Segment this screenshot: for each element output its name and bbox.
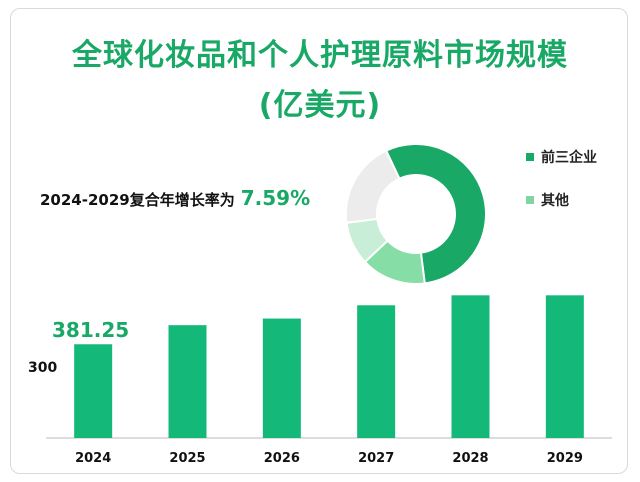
cagr-value: 7.59% bbox=[240, 186, 311, 210]
bar-2026 bbox=[262, 318, 301, 438]
donut-slice bbox=[384, 143, 487, 285]
donut-slice bbox=[345, 149, 401, 224]
legend-swatch bbox=[526, 153, 534, 161]
bar-2024 bbox=[74, 344, 113, 438]
x-tick-label: 2029 bbox=[547, 451, 583, 466]
chart-title: 全球化妆品和个人护理原料市场规模 bbox=[72, 38, 568, 73]
x-tick-label: 2027 bbox=[358, 451, 394, 466]
cagr-label: 2024-2029复合年增长率为 bbox=[40, 191, 235, 209]
legend-item-top3: 前三企业 bbox=[526, 147, 597, 167]
x-tick-label: 2028 bbox=[452, 451, 488, 466]
cagr-text: 2024-2029复合年增长率为 7.59% bbox=[40, 186, 310, 210]
bar-2025 bbox=[168, 325, 207, 438]
x-tick-label: 2024 bbox=[75, 451, 111, 466]
chart-subtitle-unit: (亿美元) bbox=[258, 88, 382, 123]
x-tick-label: 2026 bbox=[264, 451, 300, 466]
bar-data-label: 381.25 bbox=[52, 318, 130, 342]
bar-2027 bbox=[357, 305, 396, 438]
y-tick-label: 300 bbox=[28, 360, 58, 376]
legend-label: 其他 bbox=[541, 193, 569, 209]
legend-label: 前三企业 bbox=[541, 150, 597, 166]
bar-2029 bbox=[545, 295, 584, 438]
legend-swatch bbox=[526, 196, 534, 204]
chart-frame bbox=[10, 8, 628, 474]
bar-2028 bbox=[451, 295, 490, 438]
x-tick-label: 2025 bbox=[169, 451, 205, 466]
legend-item-other: 其他 bbox=[526, 190, 569, 210]
